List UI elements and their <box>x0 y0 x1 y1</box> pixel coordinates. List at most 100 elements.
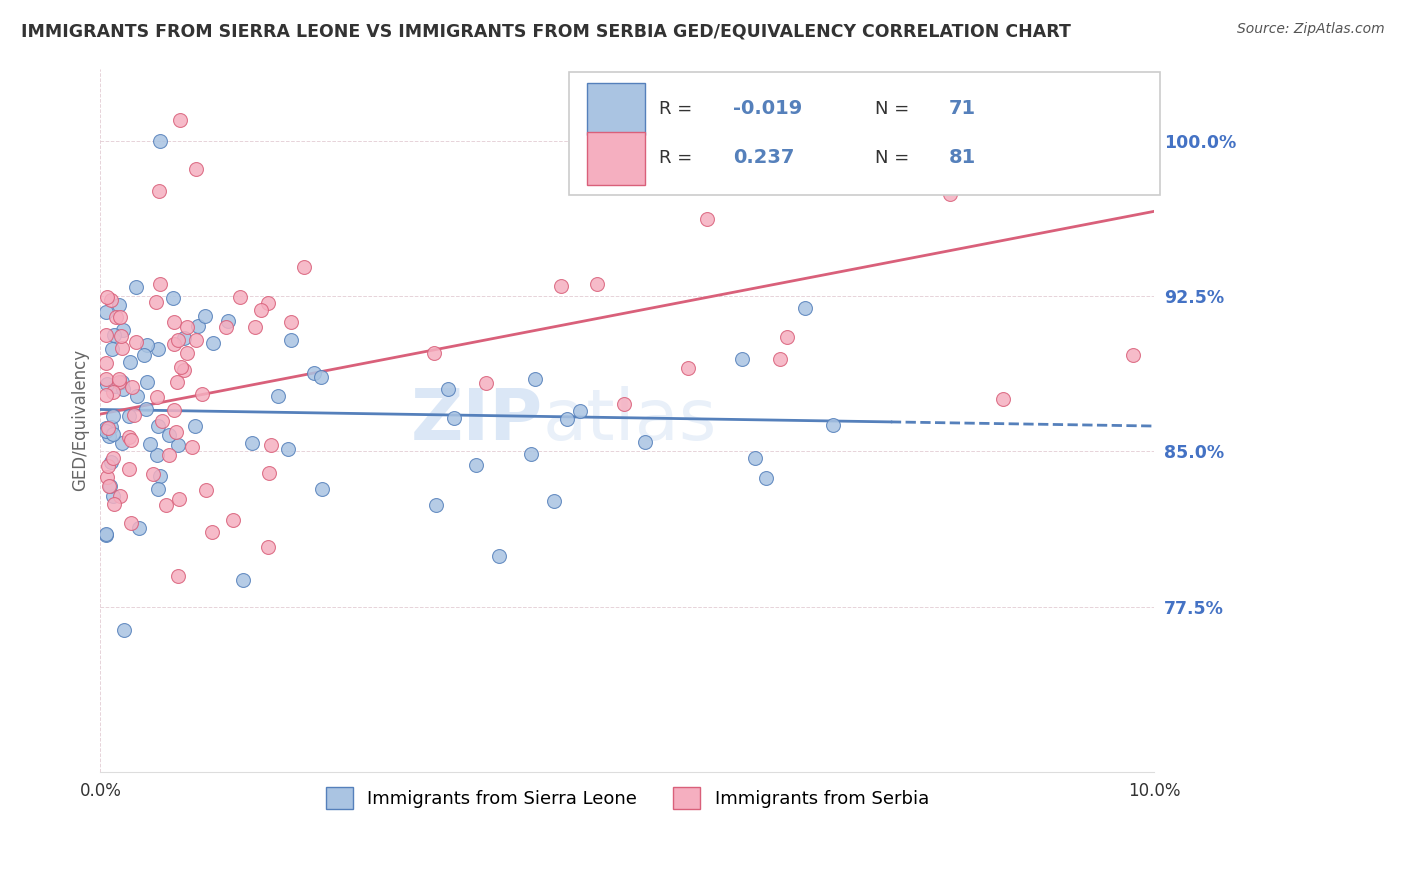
Point <box>94 387 117 401</box>
Point <box>167 569 190 583</box>
Point <box>162 291 184 305</box>
Point <box>118 355 141 369</box>
Point <box>170 359 193 374</box>
Text: N =: N = <box>875 100 915 118</box>
Point <box>98 478 121 492</box>
Point <box>136 338 159 352</box>
Point <box>991 392 1014 407</box>
Point <box>110 489 132 503</box>
Text: 81: 81 <box>949 148 976 168</box>
Text: Source: ZipAtlas.com: Source: ZipAtlas.com <box>1237 22 1385 37</box>
Point <box>163 337 186 351</box>
Point <box>277 442 299 456</box>
Point <box>125 280 148 294</box>
Point <box>94 305 117 319</box>
Point <box>104 310 127 325</box>
Point <box>108 298 131 312</box>
Point <box>309 369 332 384</box>
Point <box>112 382 135 396</box>
Point <box>176 320 198 334</box>
Point <box>112 623 135 637</box>
Point <box>195 483 218 497</box>
Point <box>311 482 333 496</box>
Point <box>132 348 155 362</box>
Point <box>125 334 148 349</box>
Text: R =: R = <box>659 149 697 167</box>
Point <box>118 462 141 476</box>
Point <box>146 448 169 462</box>
Text: atlas: atlas <box>543 386 717 455</box>
Point <box>110 328 132 343</box>
Point <box>257 295 280 310</box>
Point <box>550 279 572 293</box>
Point <box>676 361 699 376</box>
Point <box>104 378 127 392</box>
Point <box>569 404 592 418</box>
Point <box>169 113 191 128</box>
Point <box>111 436 134 450</box>
Point <box>280 315 302 329</box>
Point <box>155 498 177 512</box>
Point <box>120 516 142 530</box>
Point <box>108 372 131 386</box>
Point <box>257 467 280 481</box>
Point <box>165 425 187 439</box>
Point <box>169 491 191 506</box>
Y-axis label: GED/Equivalency: GED/Equivalency <box>72 350 89 491</box>
Text: R =: R = <box>659 100 697 118</box>
Point <box>96 470 118 484</box>
Point <box>142 467 165 481</box>
Point <box>103 328 125 343</box>
Point <box>103 384 125 399</box>
Point <box>100 293 122 307</box>
Point <box>222 513 245 527</box>
Point <box>146 482 169 496</box>
Point <box>938 187 960 202</box>
Text: 0.237: 0.237 <box>733 148 794 168</box>
Point <box>110 310 132 324</box>
Point <box>166 375 188 389</box>
Point <box>257 540 280 554</box>
Point <box>423 345 446 359</box>
Point <box>474 376 496 391</box>
Point <box>118 409 141 423</box>
Point <box>243 320 266 334</box>
Point <box>94 372 117 386</box>
Point <box>146 342 169 356</box>
Point <box>101 342 124 356</box>
Point <box>488 549 510 564</box>
Point <box>149 277 172 292</box>
Point <box>250 303 273 318</box>
Point <box>870 174 893 188</box>
Text: 71: 71 <box>949 99 976 118</box>
Point <box>150 414 173 428</box>
Point <box>465 458 488 472</box>
Point <box>166 334 188 348</box>
Point <box>176 345 198 359</box>
Point <box>437 382 460 396</box>
Point <box>173 363 195 377</box>
Point <box>97 459 120 474</box>
Point <box>120 433 142 447</box>
Point <box>145 295 167 310</box>
Point <box>821 417 844 432</box>
Point <box>121 380 143 394</box>
Point <box>217 314 239 328</box>
Point <box>100 455 122 469</box>
Point <box>101 409 124 424</box>
Point <box>267 389 290 403</box>
Point <box>148 418 170 433</box>
Point <box>202 336 225 351</box>
Point <box>103 497 125 511</box>
Point <box>190 387 212 401</box>
Point <box>163 403 186 417</box>
Point <box>755 470 778 484</box>
Legend: Immigrants from Sierra Leone, Immigrants from Serbia: Immigrants from Sierra Leone, Immigrants… <box>319 780 936 816</box>
Text: N =: N = <box>875 149 915 167</box>
Point <box>112 323 135 337</box>
Point <box>94 528 117 542</box>
Point <box>146 391 169 405</box>
Point <box>128 521 150 535</box>
Point <box>184 162 207 177</box>
Point <box>744 450 766 465</box>
